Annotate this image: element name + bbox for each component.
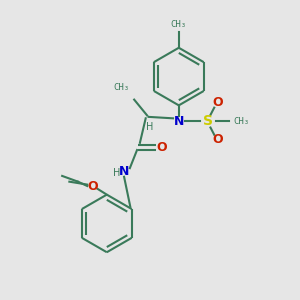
Text: O: O <box>156 141 167 154</box>
Text: H: H <box>146 122 154 132</box>
Text: O: O <box>212 134 223 146</box>
Text: S: S <box>202 114 213 128</box>
Text: CH₃: CH₃ <box>114 83 130 92</box>
Text: O: O <box>87 179 98 193</box>
Text: N: N <box>174 115 184 128</box>
Text: CH₃: CH₃ <box>171 20 187 29</box>
Text: N: N <box>119 165 129 178</box>
Text: H: H <box>113 168 121 178</box>
Text: O: O <box>212 96 223 109</box>
Text: CH₃: CH₃ <box>233 117 250 126</box>
